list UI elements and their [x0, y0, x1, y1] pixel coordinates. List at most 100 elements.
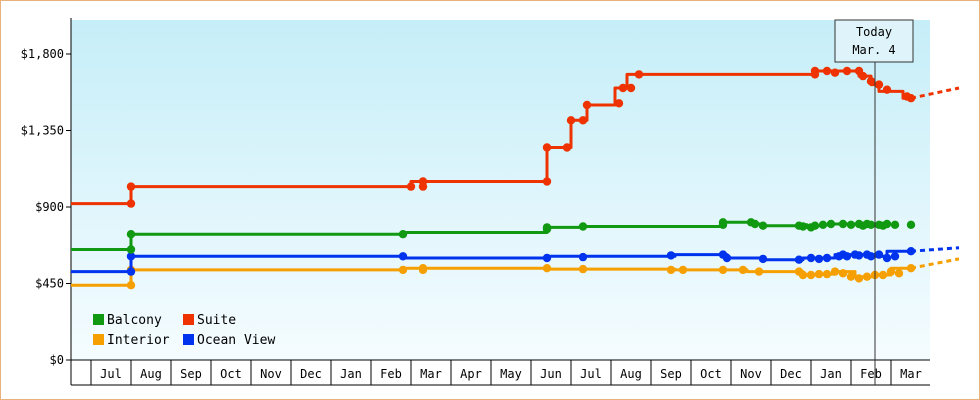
- data-point-ocean-view: [814, 254, 824, 264]
- plot-background: [71, 20, 930, 360]
- data-point-balcony: [882, 219, 892, 229]
- data-point-interior: [806, 270, 816, 280]
- data-point-interior: [846, 272, 856, 281]
- x-tick-label: Dec: [300, 367, 322, 381]
- data-point-interior: [906, 264, 916, 273]
- x-tick-label: Nov: [740, 367, 762, 381]
- data-point-suite: [562, 143, 572, 152]
- data-point-suite: [418, 177, 428, 186]
- x-tick-label: Aug: [140, 367, 162, 381]
- legend-swatch-interior: [93, 334, 104, 345]
- data-point-interior: [854, 274, 864, 283]
- data-point-balcony: [126, 230, 136, 239]
- data-point-suite: [866, 77, 876, 86]
- data-point-suite: [906, 94, 916, 103]
- data-point-interior: [542, 264, 552, 273]
- data-point-interior: [862, 272, 872, 281]
- data-point-balcony: [906, 220, 916, 229]
- data-point-suite: [634, 70, 644, 79]
- legend-swatch-balcony: [93, 314, 104, 325]
- series-projection-ocean-view: [910, 246, 960, 253]
- data-point-interior: [738, 265, 748, 275]
- data-point-ocean-view: [854, 251, 864, 260]
- x-axis: Jul Aug Sep Oct Nov Dec Jan Feb Mar Apr May Jun Jul A…: [71, 359, 930, 386]
- data-point-balcony: [810, 221, 820, 230]
- data-point-suite: [874, 80, 884, 89]
- data-point-interior: [838, 269, 848, 278]
- x-tick-label: Sep: [660, 367, 682, 381]
- today-date: Mar. 4: [852, 43, 895, 57]
- data-point-ocean-view: [906, 247, 916, 256]
- data-point-balcony: [578, 222, 588, 231]
- data-point-interior: [822, 269, 832, 279]
- data-point-suite: [126, 182, 136, 191]
- data-point-suite: [810, 66, 820, 76]
- data-point-ocean-view: [722, 253, 732, 263]
- data-point-balcony: [866, 220, 876, 229]
- data-point-suite: [578, 116, 588, 125]
- x-tick-label: Jun: [540, 367, 562, 381]
- x-tick-label: Jan: [340, 367, 362, 381]
- data-point-interior: [798, 270, 808, 280]
- data-point-suite: [614, 99, 624, 108]
- data-point-balcony: [890, 220, 900, 229]
- data-point-ocean-view: [882, 253, 892, 263]
- data-point-ocean-view: [126, 252, 136, 261]
- data-point-ocean-view: [842, 252, 852, 261]
- data-point-balcony: [542, 223, 552, 232]
- x-tick-label: Feb: [380, 367, 402, 381]
- data-point-interior: [666, 265, 676, 275]
- data-point-interior: [718, 265, 728, 275]
- data-point-suite: [882, 85, 892, 94]
- data-point-interior: [830, 267, 840, 276]
- x-tick-label: Nov: [260, 367, 282, 381]
- x-tick-label: Jul: [580, 367, 602, 381]
- data-point-ocean-view: [578, 252, 588, 262]
- data-point-interior: [814, 269, 824, 279]
- data-point-suite: [842, 66, 852, 76]
- x-tick-label: Oct: [700, 367, 722, 381]
- data-point-interior: [894, 269, 904, 278]
- y-tick-label: $1,800: [21, 47, 64, 61]
- today-label: Today: [856, 25, 892, 39]
- data-point-suite: [626, 83, 636, 93]
- data-point-interior: [878, 270, 888, 280]
- x-tick-label: Feb: [860, 367, 882, 381]
- data-point-balcony: [826, 219, 836, 229]
- data-point-interior: [578, 264, 588, 274]
- data-point-suite: [858, 71, 868, 81]
- x-tick-label: Jul: [100, 367, 122, 381]
- x-tick-label: Aug: [620, 367, 642, 381]
- data-point-ocean-view: [890, 252, 900, 261]
- x-tick-label: May: [500, 367, 522, 381]
- data-point-balcony: [398, 230, 408, 239]
- data-point-interior: [678, 265, 688, 275]
- data-point-balcony: [758, 221, 768, 230]
- x-tick-label: Oct: [220, 367, 242, 381]
- series-suite: [71, 66, 960, 208]
- data-point-ocean-view: [542, 253, 552, 263]
- data-point-ocean-view: [666, 251, 676, 260]
- legend-label-ocean-view: Ocean View: [197, 333, 275, 348]
- data-point-interior: [126, 281, 136, 290]
- data-point-interior: [398, 265, 408, 275]
- data-point-suite: [822, 66, 832, 76]
- today-callout: [834, 19, 914, 63]
- x-tick-label: Jan: [820, 367, 842, 381]
- data-point-ocean-view: [794, 255, 804, 264]
- data-point-suite: [618, 83, 628, 93]
- series-layer: [71, 66, 960, 290]
- data-point-ocean-view: [398, 252, 408, 261]
- data-point-balcony: [126, 245, 136, 254]
- data-point-suite: [406, 182, 416, 191]
- series-projection-suite: [910, 86, 960, 100]
- y-axis: $0 $450 $900 $1,350 $1,800: [21, 18, 72, 385]
- y-tick-label: $0: [50, 353, 64, 367]
- legend: Balcony Suite Interior Ocean View: [93, 313, 275, 348]
- data-point-suite: [830, 68, 840, 77]
- data-point-balcony: [750, 219, 760, 229]
- data-point-suite: [126, 199, 136, 208]
- data-point-ocean-view: [758, 254, 768, 264]
- legend-swatch-ocean-view: [183, 334, 194, 345]
